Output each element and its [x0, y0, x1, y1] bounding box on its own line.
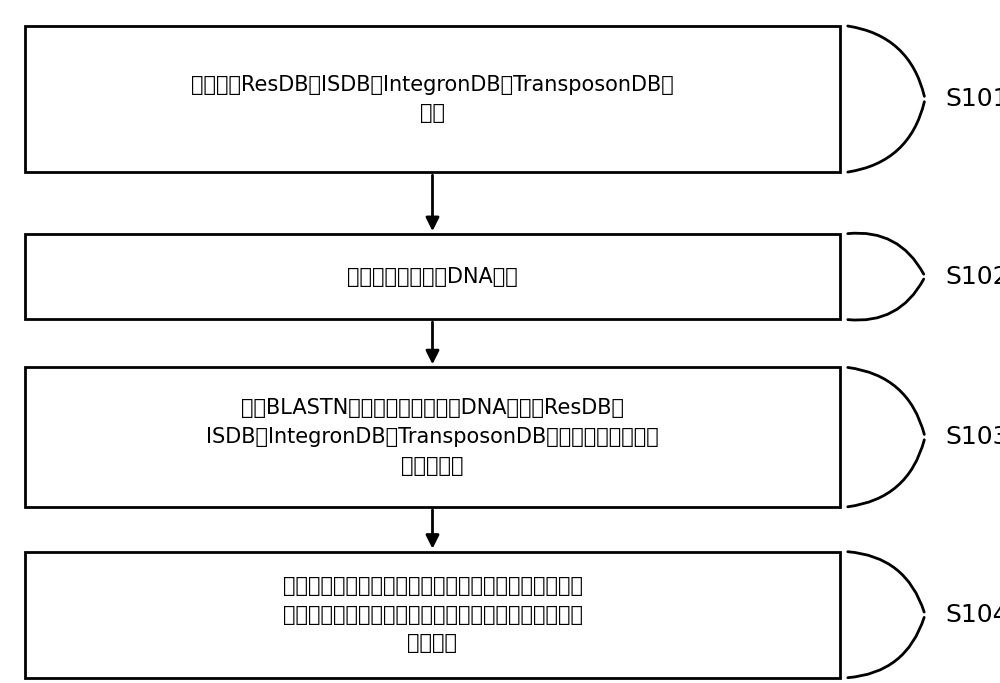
- Text: S102: S102: [945, 264, 1000, 289]
- Text: 分别构建ResDB、ISDB、IntegronDB和TransposonDB数: 分别构建ResDB、ISDB、IntegronDB和TransposonDB数: [191, 74, 674, 95]
- Text: 注释结果: 注释结果: [408, 633, 458, 654]
- Text: S101: S101: [945, 87, 1000, 111]
- Bar: [25, 367, 840, 507]
- Bar: [25, 552, 840, 678]
- Bar: [25, 26, 840, 173]
- Text: 个进行比对: 个进行比对: [401, 456, 464, 476]
- Text: S104: S104: [945, 602, 1000, 627]
- Bar: [25, 234, 840, 320]
- Text: 利用BLASTN程序将待分析的细菌DNA序列与ResDB、: 利用BLASTN程序将待分析的细菌DNA序列与ResDB、: [241, 398, 624, 419]
- Text: 据库: 据库: [420, 103, 445, 124]
- Text: ISDB、IntegronDB和TransposonDB数据库中的一个或多: ISDB、IntegronDB和TransposonDB数据库中的一个或多: [206, 427, 659, 447]
- Text: 根据比对的覆盖率和一致性，获得最佳匹配基因和最佳: 根据比对的覆盖率和一致性，获得最佳匹配基因和最佳: [283, 576, 582, 596]
- Text: 获取待分析的细菌DNA序列: 获取待分析的细菌DNA序列: [347, 266, 518, 287]
- Text: S103: S103: [945, 425, 1000, 449]
- Text: 匹配基因对应的查询基因的比对片段序列信息，并输出: 匹配基因对应的查询基因的比对片段序列信息，并输出: [283, 604, 582, 625]
